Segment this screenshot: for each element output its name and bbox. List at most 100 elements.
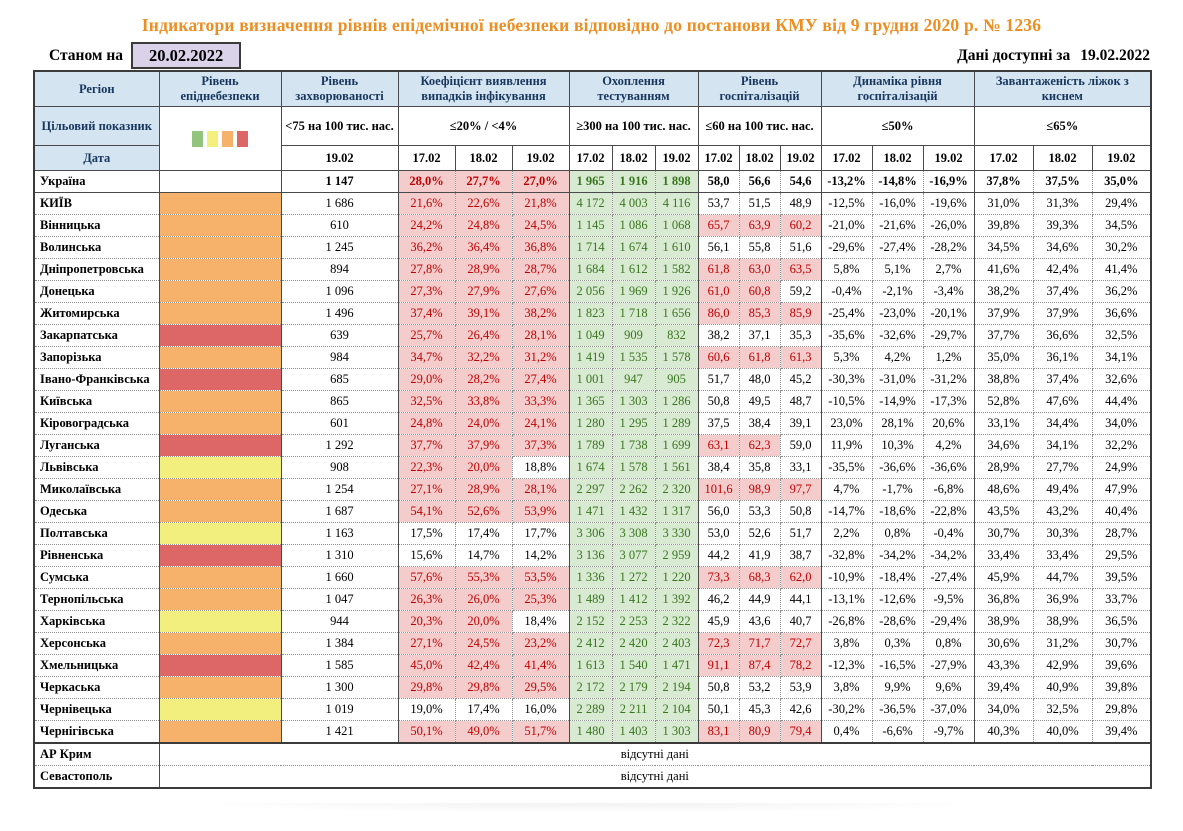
detection-cell: 37,3% <box>511 434 570 457</box>
date-header-cell: 18.02 <box>611 145 656 171</box>
beds-cell: 40,4% <box>1091 500 1152 523</box>
beds-cell: 30,2% <box>1091 236 1152 259</box>
hospitalization-cell: 61,0 <box>697 280 740 303</box>
as-of-date-box: 20.02.2022 <box>131 42 242 69</box>
region-cell: Хмельницька <box>33 654 160 677</box>
testing-cell: 1 535 <box>611 346 656 369</box>
testing-cell: 4 003 <box>611 192 656 215</box>
testing-cell: 2 320 <box>654 478 699 501</box>
date-header-cell: 19.02 <box>511 145 570 171</box>
beds-cell: 44,4% <box>1091 390 1152 413</box>
detection-cell: 18,4% <box>511 610 570 633</box>
beds-cell: 34,5% <box>973 236 1034 259</box>
dynamics-cell: -3,4% <box>922 280 975 303</box>
testing-cell: 1 086 <box>611 214 656 237</box>
detection-cell: 27,8% <box>397 258 456 281</box>
detection-cell: 29,8% <box>397 676 456 699</box>
testing-cell: 1 392 <box>654 588 699 611</box>
hospitalization-cell: 40,7 <box>779 610 822 633</box>
hospitalization-cell: 65,7 <box>697 214 740 237</box>
table-row: Львівська 908 22,3% 20,0% 18,8% 1 674 1 578 1 5… <box>33 456 1152 479</box>
dynamics-cell: -27,4% <box>922 566 975 589</box>
beds-cell: 34,4% <box>1032 412 1093 435</box>
detection-cell: 24,1% <box>511 412 570 435</box>
region-cell: Черкаська <box>33 676 160 699</box>
detection-cell: 27,9% <box>454 280 513 303</box>
dynamics-cell: 0,8% <box>871 522 924 545</box>
testing-cell: 2 172 <box>568 676 613 699</box>
dynamics-cell: -29,6% <box>820 236 873 259</box>
detection-cell: 29,5% <box>511 676 570 699</box>
testing-cell: 1 898 <box>654 170 699 193</box>
dynamics-cell: -1,7% <box>871 478 924 501</box>
incidence-cell: 610 <box>280 214 399 237</box>
dynamics-cell: -31,0% <box>871 368 924 391</box>
testing-cell: 1 303 <box>654 720 699 744</box>
hospitalization-cell: 51,5 <box>738 192 781 215</box>
testing-cell: 1 969 <box>611 280 656 303</box>
detection-cell: 20,0% <box>454 610 513 633</box>
table-row: Закарпатська 639 25,7% 26,4% 28,1% 1 049 909 83… <box>33 324 1152 347</box>
beds-cell: 30,6% <box>973 632 1034 655</box>
incidence-cell: 1 687 <box>280 500 399 523</box>
dynamics-cell: -35,6% <box>820 324 873 347</box>
detection-cell: 28,0% <box>397 170 456 193</box>
table-row: Херсонська 1 384 27,1% 24,5% 23,2% 2 412 2 420… <box>33 632 1152 655</box>
beds-cell: 34,6% <box>973 434 1034 457</box>
beds-cell: 40,3% <box>973 720 1034 744</box>
detection-cell: 45,0% <box>397 654 456 677</box>
level-cell <box>158 698 282 721</box>
detection-cell: 29,0% <box>397 368 456 391</box>
dynamics-cell: -18,6% <box>871 500 924 523</box>
testing-cell: 1 272 <box>611 566 656 589</box>
beds-cell: 35,0% <box>973 346 1034 369</box>
hospitalization-cell: 56,0 <box>697 500 740 523</box>
dynamics-cell: 4,7% <box>820 478 873 501</box>
dynamics-cell: -32,6% <box>871 324 924 347</box>
beds-cell: 35,0% <box>1091 170 1152 193</box>
detection-cell: 21,8% <box>511 192 570 215</box>
testing-cell: 1 656 <box>654 302 699 325</box>
beds-cell: 38,9% <box>973 610 1034 633</box>
region-cell: Волинська <box>33 236 160 259</box>
hospitalization-cell: 45,3 <box>738 698 781 721</box>
testing-cell: 1 432 <box>611 500 656 523</box>
testing-cell: 909 <box>611 324 656 347</box>
dynamics-cell: -31,2% <box>922 368 975 391</box>
legend-square <box>222 130 233 147</box>
testing-cell: 1 578 <box>654 346 699 369</box>
level-cell <box>158 390 282 413</box>
table-row: Хмельницька 1 585 45,0% 42,4% 41,4% 1 613 1 54… <box>33 654 1152 677</box>
testing-cell: 1 317 <box>654 500 699 523</box>
detection-cell: 26,4% <box>454 324 513 347</box>
detection-cell: 28,9% <box>454 258 513 281</box>
dynamics-cell: -28,2% <box>922 236 975 259</box>
region-cell: Херсонська <box>33 632 160 655</box>
testing-cell: 3 077 <box>611 544 656 567</box>
table-row: Житомирська 1 496 37,4% 39,1% 38,2% 1 823 1 71… <box>33 302 1152 325</box>
header-row-groups: Регіон Рівень епіднебезпеки Рівень захво… <box>33 70 1152 107</box>
dynamics-cell: -23,0% <box>871 302 924 325</box>
hospitalization-cell: 49,5 <box>738 390 781 413</box>
incidence-cell: 1 147 <box>280 170 399 193</box>
incidence-cell: 685 <box>280 368 399 391</box>
hospitalization-cell: 50,8 <box>779 500 822 523</box>
dynamics-cell: 3,8% <box>820 632 873 655</box>
hospitalization-cell: 44,9 <box>738 588 781 611</box>
table-body: Україна 1 147 28,0% 27,7% 27,0% 1 965 1 916 1 8… <box>33 170 1152 789</box>
detection-cell: 26,0% <box>454 588 513 611</box>
detection-cell: 23,2% <box>511 632 570 655</box>
beds-cell: 31,3% <box>1032 192 1093 215</box>
dynamics-cell: 1,2% <box>922 346 975 369</box>
hospitalization-cell: 83,1 <box>697 720 740 744</box>
table-row: Чернівецька 1 019 19,0% 17,4% 16,0% 2 289 2 21… <box>33 698 1152 721</box>
beds-cell: 31,2% <box>1032 632 1093 655</box>
hospitalization-cell: 62,0 <box>779 566 822 589</box>
detection-cell: 16,0% <box>511 698 570 721</box>
hospitalization-cell: 68,3 <box>738 566 781 589</box>
date-header-cell: 18.02 <box>1032 145 1093 171</box>
testing-cell: 1 289 <box>654 412 699 435</box>
beds-cell: 33,7% <box>1091 588 1152 611</box>
dynamics-cell: -9,7% <box>922 720 975 744</box>
beds-cell: 31,0% <box>973 192 1034 215</box>
